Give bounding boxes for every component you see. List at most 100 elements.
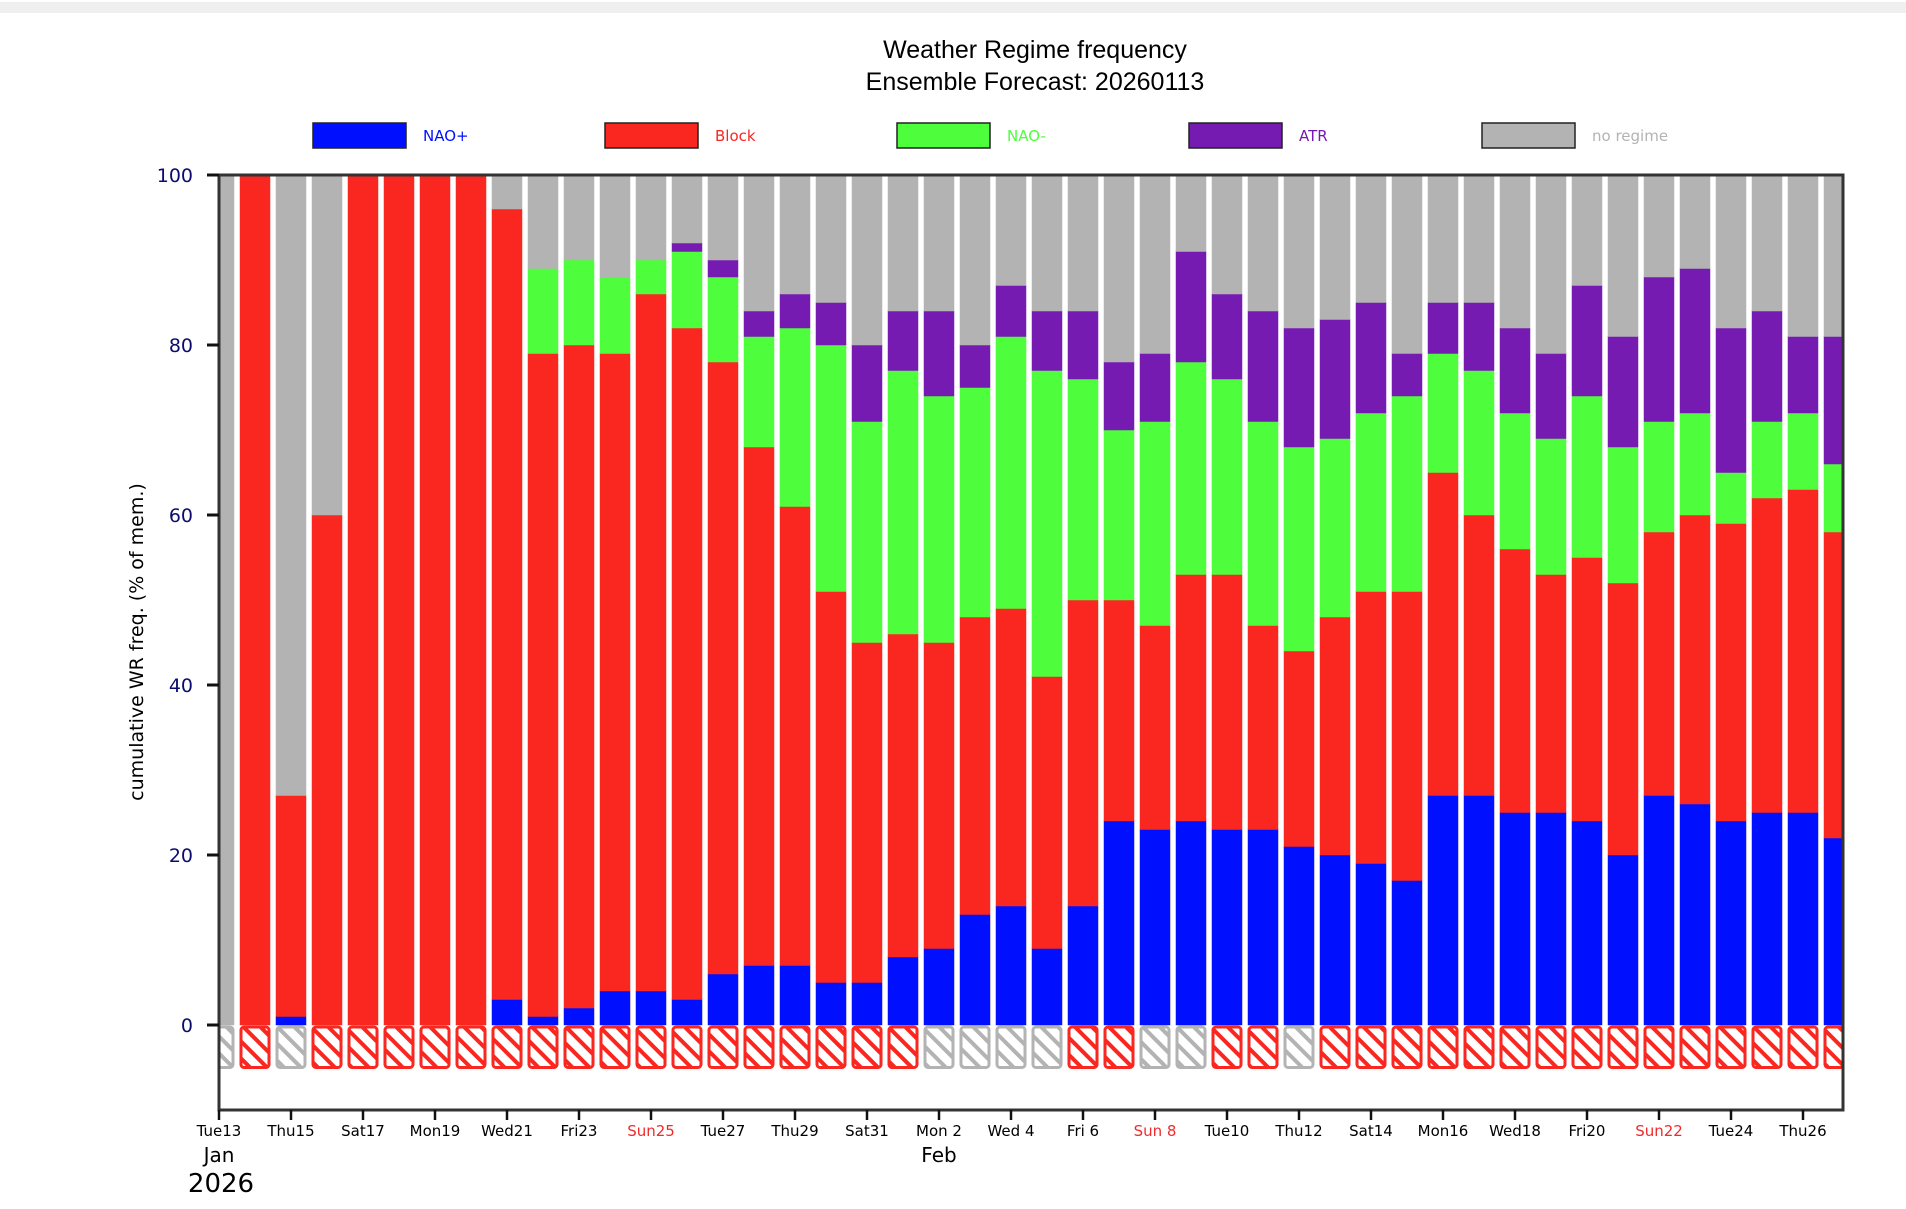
bar-segment-nao- [779, 965, 811, 1026]
bar-segment-nao- [1679, 412, 1711, 516]
bar-segment-atr [1031, 310, 1063, 371]
bar-stack [1751, 175, 1783, 1026]
bar-stack [851, 175, 883, 1026]
bar-stack [635, 175, 667, 1026]
bar-segment-no-regime [527, 175, 559, 269]
bar-segment-block [959, 616, 991, 915]
bar-stack [959, 175, 991, 1026]
bar-segment-atr [815, 302, 847, 346]
dominant-marker-block [1823, 1025, 1843, 1069]
dominant-marker-block [1211, 1025, 1243, 1069]
x-tick-label: Tue10 [1204, 1122, 1250, 1140]
bar-segment-nao- [527, 268, 559, 354]
bar-segment-block [1463, 514, 1495, 796]
bar-stack [239, 175, 271, 1026]
dominant-marker-block [347, 1025, 379, 1069]
bar-segment-atr [1499, 327, 1531, 414]
bar-segment-nao- [635, 990, 667, 1026]
bar-segment-no-regime [491, 175, 523, 210]
bar-segment-block [779, 506, 811, 966]
bar-segment-no-regime [1355, 175, 1387, 303]
bar-segment-no-regime [1427, 175, 1459, 303]
x-tick-label: Thu29 [770, 1122, 818, 1140]
bar-stack [707, 175, 739, 1026]
dominant-marker-block [527, 1025, 559, 1069]
x-tick-label: Tue24 [1708, 1122, 1754, 1140]
bar-segment-block [995, 608, 1027, 907]
bar-stack [1319, 175, 1351, 1026]
bar-segment-nao- [1103, 820, 1135, 1026]
bar-segment-nao- [1355, 412, 1387, 592]
bar-segment-block [707, 361, 739, 975]
bar-stack [1247, 175, 1279, 1026]
y-tick-label: 20 [169, 845, 193, 867]
bar-segment-nao- [1355, 863, 1387, 1026]
bar-segment-nao- [1607, 854, 1639, 1026]
bar-segment-block [1031, 676, 1063, 949]
bar-stack [779, 175, 811, 1026]
bar-segment-block [1175, 574, 1207, 822]
y-tick-label: 0 [181, 1015, 193, 1037]
bar-stack [599, 175, 631, 1026]
bar-segment-nao- [779, 327, 811, 507]
bar-stack [671, 175, 703, 1026]
bar-segment-nao- [563, 1007, 595, 1026]
bar-segment-nao- [1535, 438, 1567, 575]
bar-segment-block [1139, 625, 1171, 830]
dominant-marker-block [1571, 1025, 1603, 1069]
bar-stack [887, 175, 919, 1026]
bar-segment-no-regime [1535, 175, 1567, 354]
month-label: Feb [921, 1143, 956, 1167]
dominant-marker-block [599, 1025, 631, 1069]
legend: NAO+ Block NAO- ATR no regime [312, 122, 1668, 149]
bar-stack [1427, 175, 1459, 1026]
dominant-marker-no-regime [1139, 1025, 1171, 1069]
bar-segment-no-regime [743, 175, 775, 312]
bar-segment-atr [1715, 327, 1747, 473]
bar-segment-atr [1103, 361, 1135, 431]
bar-stack [1463, 175, 1495, 1026]
bar-segment-no-regime [1247, 175, 1279, 312]
y-tick-label: 60 [169, 505, 193, 527]
bar-segment-nao- [1139, 421, 1171, 626]
bar-stack [383, 175, 415, 1026]
bar-segment-nao- [995, 336, 1027, 609]
dominant-marker-block [383, 1025, 415, 1069]
bar-stack [1715, 175, 1747, 1026]
bar-segment-no-regime [1607, 175, 1639, 337]
bar-segment-atr [1571, 285, 1603, 397]
bar-segment-no-regime [635, 175, 667, 261]
bar-stack [1283, 175, 1315, 1026]
bar-segment-atr [1823, 336, 1843, 465]
bar-segment-nao- [1823, 837, 1843, 1026]
x-tick-label: Sun25 [627, 1122, 675, 1140]
y-tick-label: 100 [157, 165, 193, 187]
bar-segment-no-regime [671, 175, 703, 244]
dominant-marker-block [887, 1025, 919, 1069]
bar-segment-no-regime [851, 175, 883, 346]
bar-segment-no-regime [599, 175, 631, 278]
bar-segment-block [1319, 616, 1351, 856]
dominant-marker-block [1679, 1025, 1711, 1069]
dominant-marker-block [1715, 1025, 1747, 1069]
bar-segment-no-regime [995, 175, 1027, 286]
dominant-marker-block [851, 1025, 883, 1069]
dominant-marker-block [1463, 1025, 1495, 1069]
bar-segment-no-regime [887, 175, 919, 312]
bar-segment-atr [707, 259, 739, 278]
bar-segment-nao- [1283, 446, 1315, 652]
legend-label: Block [715, 127, 756, 145]
bar-segment-no-regime [1175, 175, 1207, 252]
bar-segment-atr [1247, 310, 1279, 422]
bar-segment-atr [1535, 353, 1567, 439]
bar-segment-nao- [1751, 421, 1783, 499]
bar-stack [815, 175, 847, 1026]
dominant-marker-no-regime [1283, 1025, 1315, 1069]
bar-segment-no-regime [923, 175, 955, 312]
bar-segment-block [1499, 548, 1531, 813]
chart-title: Weather Regime frequency [883, 36, 1187, 64]
legend-swatch [896, 122, 991, 149]
dominant-regime-markers [219, 1025, 1843, 1069]
bar-segment-nao- [599, 990, 631, 1026]
